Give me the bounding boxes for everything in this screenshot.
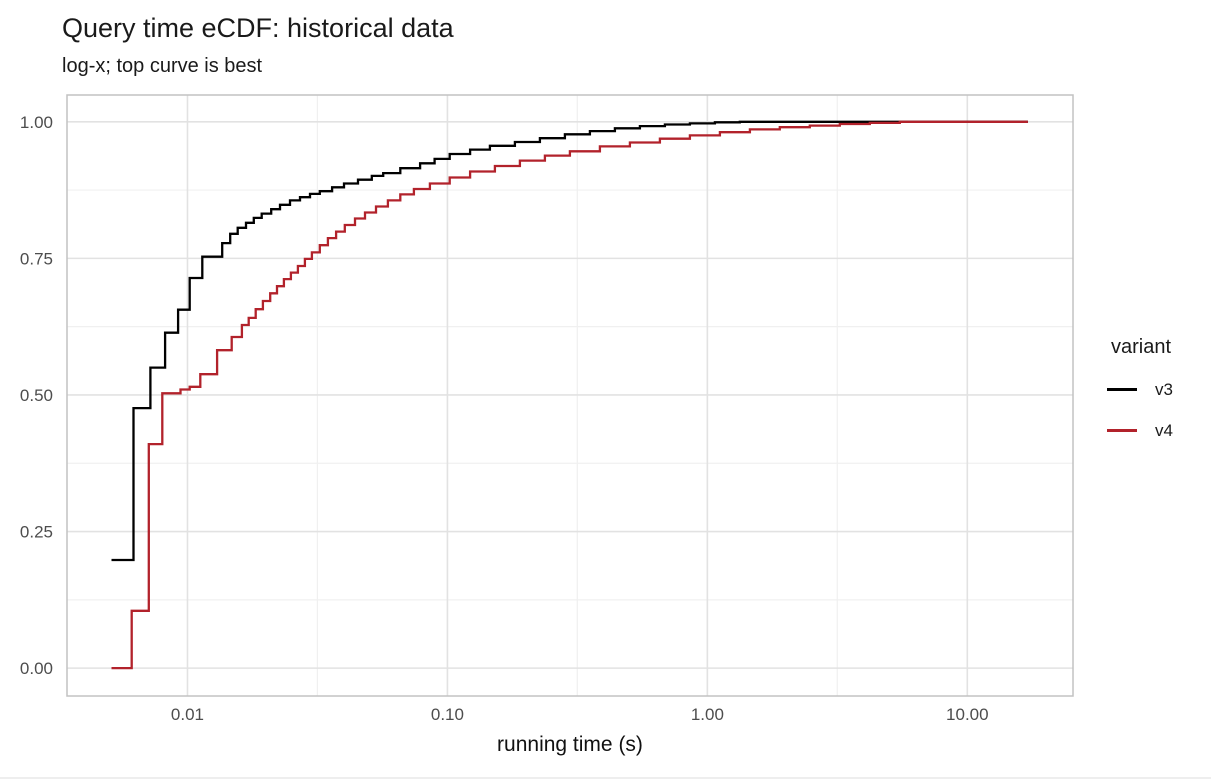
- x-tick-label: 0.10: [431, 705, 464, 724]
- panel-border: [66, 94, 1074, 697]
- plot-title: Query time eCDF: historical data: [62, 13, 454, 43]
- x-axis-title: running time (s): [497, 733, 643, 756]
- legend-entry-v3: v3: [1107, 369, 1173, 410]
- v3-line-key-icon: [1107, 388, 1137, 391]
- x-tick-label: 1.00: [691, 705, 724, 724]
- y-tick-label: 0.50: [20, 386, 53, 405]
- legend-entry-v4: v4: [1107, 410, 1173, 451]
- v4-curve: [111, 120, 1028, 670]
- plot-subtitle: log-x; top curve is best: [62, 55, 263, 77]
- v4-line-key-icon: [1107, 429, 1137, 432]
- y-tick-label: 0.75: [20, 249, 53, 268]
- legend-label-v3: v3: [1155, 379, 1173, 399]
- y-tick-label: 0.00: [20, 659, 53, 678]
- x-tick-label: 0.01: [171, 705, 204, 724]
- legend-title: variant: [1111, 336, 1172, 358]
- x-tick-label: 10.00: [946, 705, 989, 724]
- y-tick-label: 0.25: [20, 523, 53, 542]
- y-tick-label: 1.00: [20, 113, 53, 132]
- v3-curve: [111, 120, 1028, 562]
- legend-label-v4: v4: [1155, 420, 1173, 440]
- legend: variant v3 v4: [1107, 336, 1173, 451]
